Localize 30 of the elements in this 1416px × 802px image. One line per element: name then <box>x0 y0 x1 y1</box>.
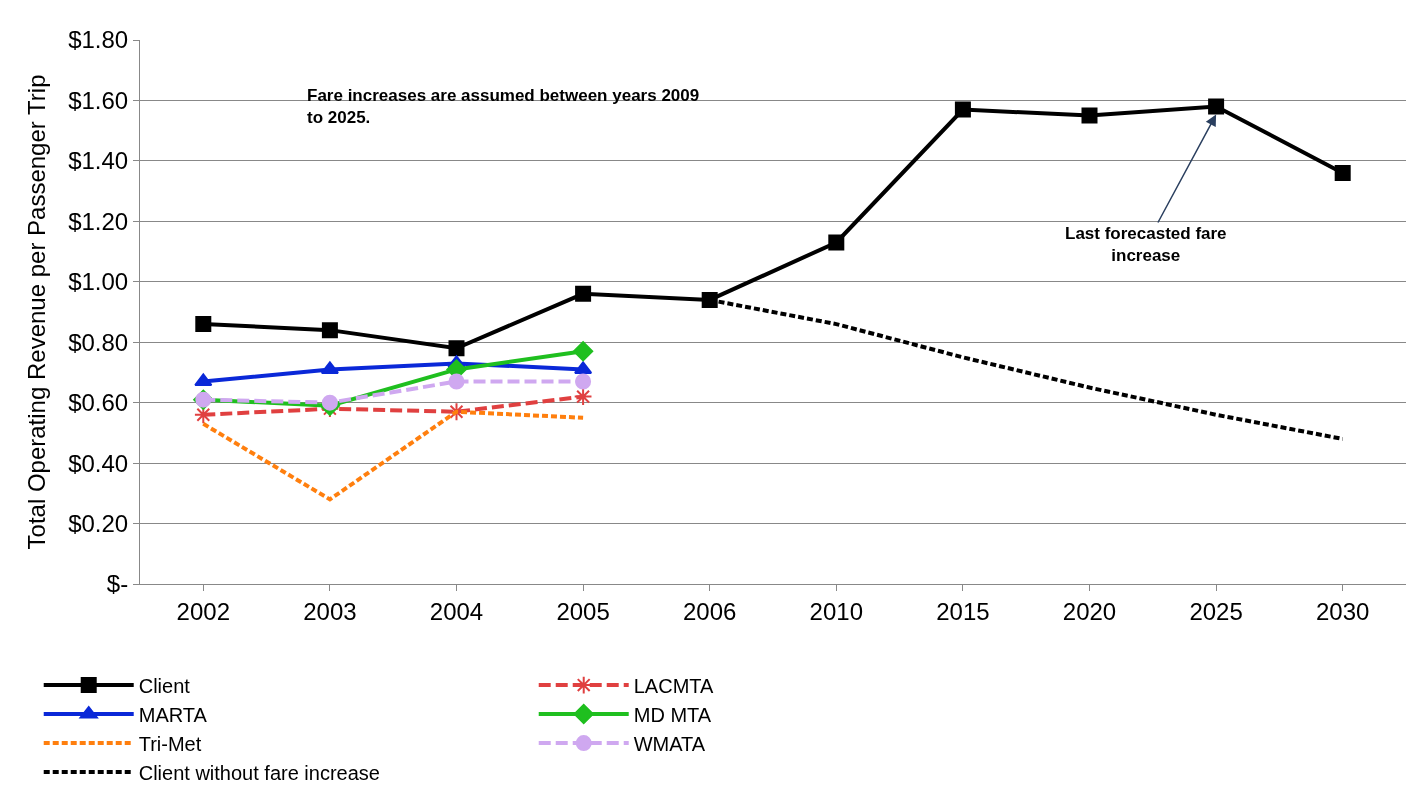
annotation: Last forecasted fare increase <box>1065 224 1227 266</box>
x-tick-label: 2015 <box>936 597 990 625</box>
annotation: Fare increases are assumed between years 2009 to 2025. <box>307 86 700 128</box>
x-tick-label: 2003 <box>303 597 357 625</box>
legend-label: LACMTA <box>633 674 715 697</box>
legend-label: Tri-Met <box>138 732 202 755</box>
y-tick-label: $1.40 <box>68 147 129 175</box>
legend-label: MARTA <box>138 703 208 726</box>
y-tick-label: $1.60 <box>68 86 129 114</box>
x-tick-label: 2025 <box>1189 597 1243 625</box>
y-tick-label: $0.40 <box>68 449 129 477</box>
legend-label: MD MTA <box>633 703 712 726</box>
legend-label: WMATA <box>633 732 706 755</box>
y-axis-title: Total Operating Revenue per Passenger Trip <box>23 74 51 550</box>
x-tick-label: 2006 <box>683 597 737 625</box>
y-tick-label: $1.00 <box>68 268 129 296</box>
x-tick-label: 2002 <box>176 597 230 625</box>
x-tick-label: 2005 <box>556 597 610 625</box>
y-tick-label: $0.20 <box>68 509 129 537</box>
y-tick-label: $1.20 <box>68 207 129 235</box>
x-tick-label: 2004 <box>429 597 484 625</box>
x-tick-label: 2030 <box>1316 597 1370 625</box>
y-tick-label: $0.60 <box>68 389 129 417</box>
x-tick-label: 2020 <box>1062 597 1117 625</box>
y-tick-label: $0.80 <box>68 328 129 356</box>
legend-label: Client without fare increase <box>138 761 380 784</box>
y-tick-label: $1.80 <box>68 26 129 54</box>
legend-label: Client <box>138 674 191 697</box>
x-tick-label: 2010 <box>809 597 863 625</box>
y-tick-label: $- <box>106 570 129 598</box>
